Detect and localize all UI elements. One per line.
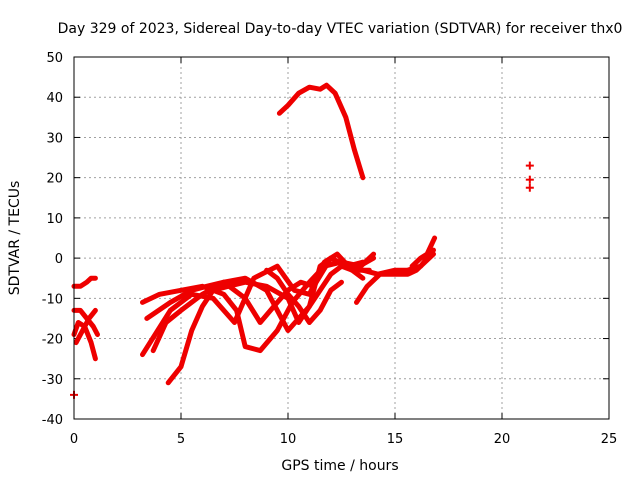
chart-title: Day 329 of 2023, Sidereal Day-to-day VTE… [58,21,623,37]
series-arc-main-8 [360,247,436,277]
y-tick-label: 20 [46,172,63,187]
y-axis: -40 -30 -20 -10 0 10 20 30 40 50 [42,51,609,428]
y-tick-label: 10 [46,212,63,227]
x-tick-label: 0 [70,432,78,447]
y-tick-label: -10 [42,292,63,307]
series-arc-early-4 [73,307,98,346]
y-tick-label: 0 [55,252,63,267]
y-tick-label: -20 [42,333,63,348]
data-point [525,175,534,184]
x-tick-label: 15 [387,432,404,447]
series-arc-main-4 [150,255,366,354]
x-axis-label: GPS time / hours [281,458,398,474]
series-arc-main-6 [264,267,344,325]
data-point [525,161,534,170]
series-arc-main-9 [409,235,438,269]
x-tick-label: 25 [601,432,618,447]
x-tick-label: 10 [280,432,297,447]
grid [74,57,609,419]
series-arc-high [276,82,366,181]
plot-frame [73,56,610,420]
data-point [525,183,534,192]
data-series [71,82,438,386]
y-tick-label: 40 [46,91,63,106]
x-tick-label: 5 [177,432,185,447]
y-tick-label: 30 [46,131,63,146]
y-axis-label: SDTVAR / TECUs [7,181,23,296]
x-axis: 0 5 10 15 20 25 [70,57,617,447]
series-arc-main-3 [140,251,366,358]
series-arc-early-1 [71,275,98,289]
y-tick-label: -40 [42,413,63,428]
y-tick-label: 50 [46,51,63,66]
x-tick-label: 20 [494,432,511,447]
series-arc-main-5 [165,255,377,386]
y-tick-label: -30 [42,373,63,388]
